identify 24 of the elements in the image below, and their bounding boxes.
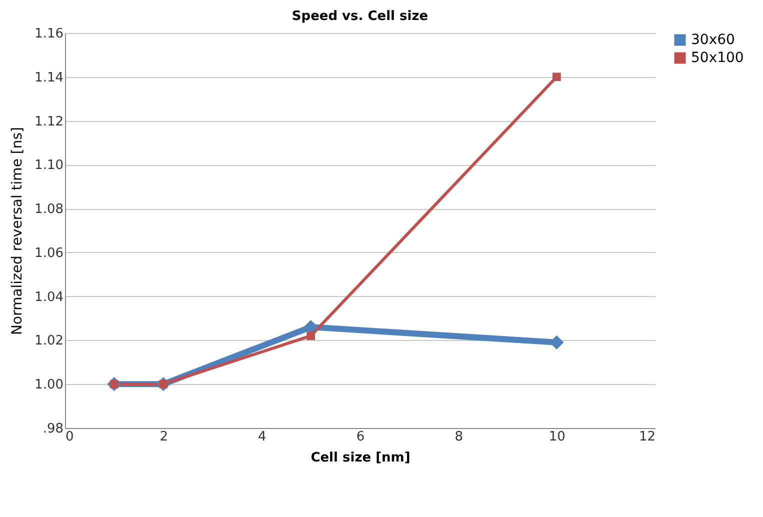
y-tick-label: 1.12: [34, 114, 64, 130]
y-tick-label: 1.10: [34, 158, 64, 174]
x-tick-label: 6: [356, 430, 365, 444]
x-axis-title: Cell size [nm]: [310, 450, 410, 466]
y-tick-label: 1.00: [34, 378, 64, 393]
chart-title: Speed vs. Cell size: [292, 9, 428, 24]
y-tick-label: 1.04: [34, 290, 64, 305]
y-tick-label: 1.16: [34, 26, 64, 42]
legend-label: 30x60: [691, 32, 735, 48]
legend-label: 50x100: [691, 50, 744, 66]
y-tick-label: 1.14: [34, 70, 64, 86]
y-tick-label: 1.06: [34, 246, 64, 261]
x-tick-label: 10: [548, 430, 566, 444]
x-tick-label: 8: [454, 430, 463, 444]
y-tick-label: 1.02: [34, 334, 64, 349]
y-tick-label: .98: [42, 422, 64, 436]
point: [306, 332, 316, 340]
y-axis-title: Normalized reversal time [ns]: [10, 127, 26, 335]
x-tick-label: 2: [160, 430, 168, 444]
x-tick-label: 0: [66, 430, 74, 444]
y-tick-label: 1.08: [34, 202, 64, 218]
x-tick-label: 4: [258, 430, 266, 444]
x-tick-label: 12: [638, 430, 656, 444]
point: [552, 72, 561, 82]
